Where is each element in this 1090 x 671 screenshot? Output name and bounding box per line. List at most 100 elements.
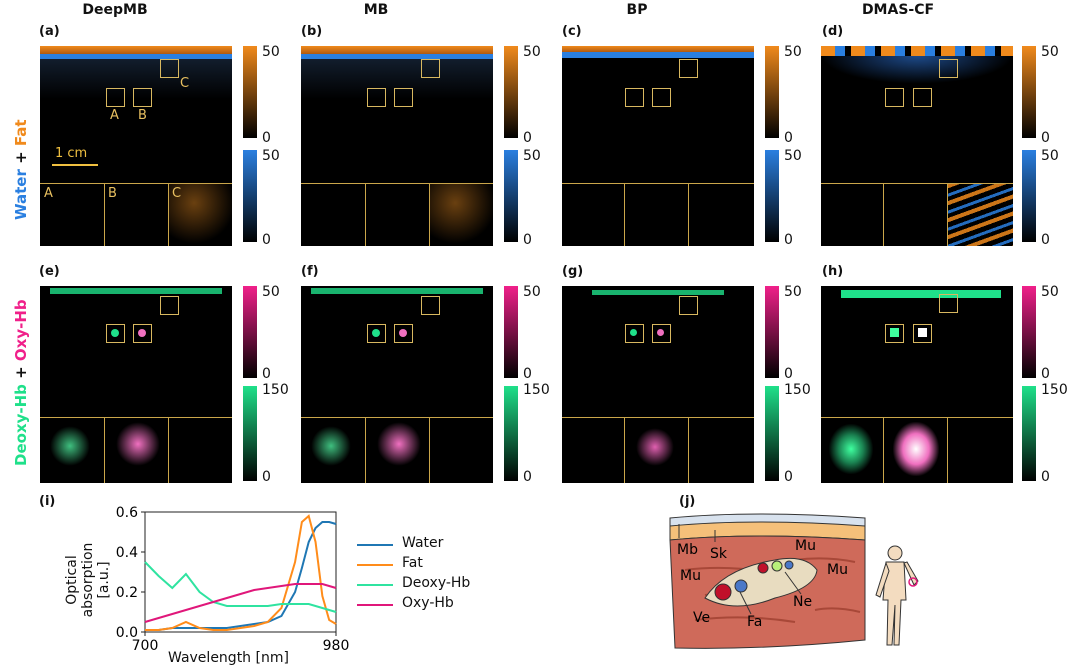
series-line-fat (145, 514, 337, 631)
zoom-inset-row (301, 417, 493, 483)
inset-deoxy-glow (829, 424, 873, 474)
image-panel-c (562, 46, 754, 246)
roi-box-c (939, 294, 958, 313)
image-panel-e (40, 286, 232, 483)
inset-divider (883, 418, 884, 483)
roi-box-c (421, 296, 440, 315)
roi-box-b (133, 324, 152, 343)
colorbar-fat (243, 46, 257, 138)
y-axis-title-line1: Optical (64, 555, 80, 605)
panel-label-h: (h) (822, 264, 844, 279)
colorbar-deoxy (765, 386, 779, 481)
inset-label-c: C (172, 186, 182, 201)
skin-surface-band (40, 46, 232, 54)
y-tick-label: 0.0 (116, 625, 138, 641)
absorption-spectrum-chart: 0.0 0.2 0.4 0.6 700 980 (116, 505, 350, 654)
series-line-deoxy-hb (144, 561, 337, 613)
roi-box-c (939, 59, 958, 78)
colorbar-tick: 0 (262, 469, 271, 485)
artery-icon (734, 579, 748, 593)
colorbar-water (1022, 150, 1036, 242)
colorbar-tick: 0 (784, 130, 793, 146)
colorbar-tick: 50 (784, 284, 802, 300)
colorbar-tick: 150 (523, 382, 550, 398)
deoxy-spot (372, 329, 380, 337)
inset-divider (168, 418, 169, 483)
roi-label-b: B (138, 108, 147, 123)
colorbar-deoxy (243, 386, 257, 481)
colorbar-deoxy (504, 386, 518, 481)
colorbar-oxy (243, 286, 257, 378)
vessel-small-icon (784, 560, 794, 570)
colorbar-tick: 0 (1041, 366, 1050, 382)
column-title-dmas-cf: DMAS-CF (861, 2, 935, 18)
roi-box-a (367, 88, 386, 107)
inset-c-texture (169, 184, 232, 246)
inset-divider (168, 184, 169, 246)
colorbar-tick: 50 (523, 44, 541, 60)
inset-divider (883, 184, 884, 246)
inset-deoxy-glow (50, 426, 90, 466)
tissue-label: Ne (793, 594, 812, 610)
roi-box-c (160, 296, 179, 315)
image-panel-h (821, 286, 1013, 483)
roi-box-b (133, 88, 152, 107)
label-pointer (739, 591, 752, 615)
colorbar-tick: 0 (523, 130, 532, 146)
fascia-sheath (704, 557, 818, 607)
zoom-inset-row (821, 417, 1013, 483)
oxy-spot (399, 329, 407, 337)
water-band (40, 54, 232, 59)
legend-swatch-water (357, 544, 393, 546)
deoxy-surface-band (311, 288, 483, 294)
colorbar-oxy (1022, 286, 1036, 378)
tissue-label: Mu (680, 568, 701, 584)
roi-box-c (421, 59, 440, 78)
tissue-texture (40, 59, 232, 99)
colorbar-tick: 50 (1041, 284, 1059, 300)
row-label-oxy: Oxy-Hb (12, 299, 30, 362)
colorbar-tick: 150 (784, 382, 811, 398)
panel-label-j: (j) (679, 494, 696, 509)
deoxy-spot (111, 329, 119, 337)
legend-label-oxy-hb: Oxy-Hb (402, 595, 454, 611)
y-tick-label: 0.4 (116, 545, 138, 561)
colorbar-tick: 0 (784, 232, 793, 248)
colorbar-fat (765, 46, 779, 138)
colorbar-tick: 50 (262, 284, 280, 300)
colorbar-tick: 50 (262, 44, 280, 60)
scalebar-label: 1 cm (55, 146, 88, 161)
series-line-oxy-hb (144, 583, 337, 623)
legend-swatch-deoxy-hb (357, 584, 393, 586)
oxy-spot (657, 329, 664, 336)
colorbar-water (243, 150, 257, 242)
skin-surface-band (821, 46, 1013, 56)
image-panel-d (821, 46, 1013, 246)
colorbar-tick: 0 (1041, 232, 1050, 248)
zoom-inset-row (562, 183, 754, 246)
nerve-icon (771, 560, 783, 572)
colorbar-tick: 50 (523, 148, 541, 164)
image-panel-g (562, 286, 754, 483)
roi-box-b (913, 324, 932, 343)
y-tick-label: 0.6 (116, 505, 138, 521)
legend-swatch-fat (357, 564, 393, 566)
roi-label-a: A (110, 108, 119, 123)
zoom-inset-row (40, 417, 232, 483)
zoom-inset-row: A B C (40, 183, 232, 246)
column-title-deepmb: DeepMB (82, 2, 148, 18)
label-pointer (784, 571, 802, 595)
panel-label-e: (e) (39, 264, 60, 279)
roi-box-c (679, 59, 698, 78)
roi-box-b (652, 324, 671, 343)
tissue-label: Ve (693, 610, 710, 626)
row-label-water: Water (12, 169, 30, 220)
row-label-plus: + (12, 146, 30, 170)
human-figure-icon (875, 545, 919, 646)
inset-divider (104, 184, 105, 246)
vessel-icon (757, 562, 769, 574)
roi-box-a (625, 88, 644, 107)
skin-surface-band (301, 46, 493, 54)
inset-divider (947, 184, 948, 246)
colorbar-tick: 50 (523, 284, 541, 300)
